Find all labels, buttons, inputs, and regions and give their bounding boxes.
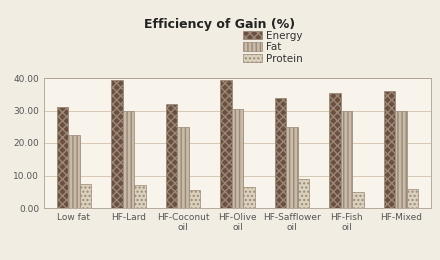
Bar — [243, 187, 255, 208]
Bar — [407, 188, 418, 208]
Bar — [80, 184, 91, 208]
Bar — [57, 107, 68, 208]
Bar — [68, 135, 80, 208]
Bar — [232, 109, 243, 208]
Bar — [396, 110, 407, 208]
Bar — [352, 192, 364, 208]
Bar — [166, 104, 177, 208]
Bar — [189, 190, 200, 208]
Bar — [220, 80, 232, 208]
Legend: Energy, Fat, Protein: Energy, Fat, Protein — [241, 29, 305, 66]
Bar — [286, 127, 298, 208]
Bar — [298, 179, 309, 208]
Bar — [134, 185, 146, 208]
Bar — [330, 93, 341, 208]
Bar — [111, 80, 123, 208]
Bar — [275, 98, 286, 208]
Bar — [177, 127, 189, 208]
Text: Efficiency of Gain (%): Efficiency of Gain (%) — [144, 18, 296, 31]
Bar — [123, 110, 134, 208]
Bar — [341, 110, 352, 208]
Bar — [384, 91, 396, 208]
